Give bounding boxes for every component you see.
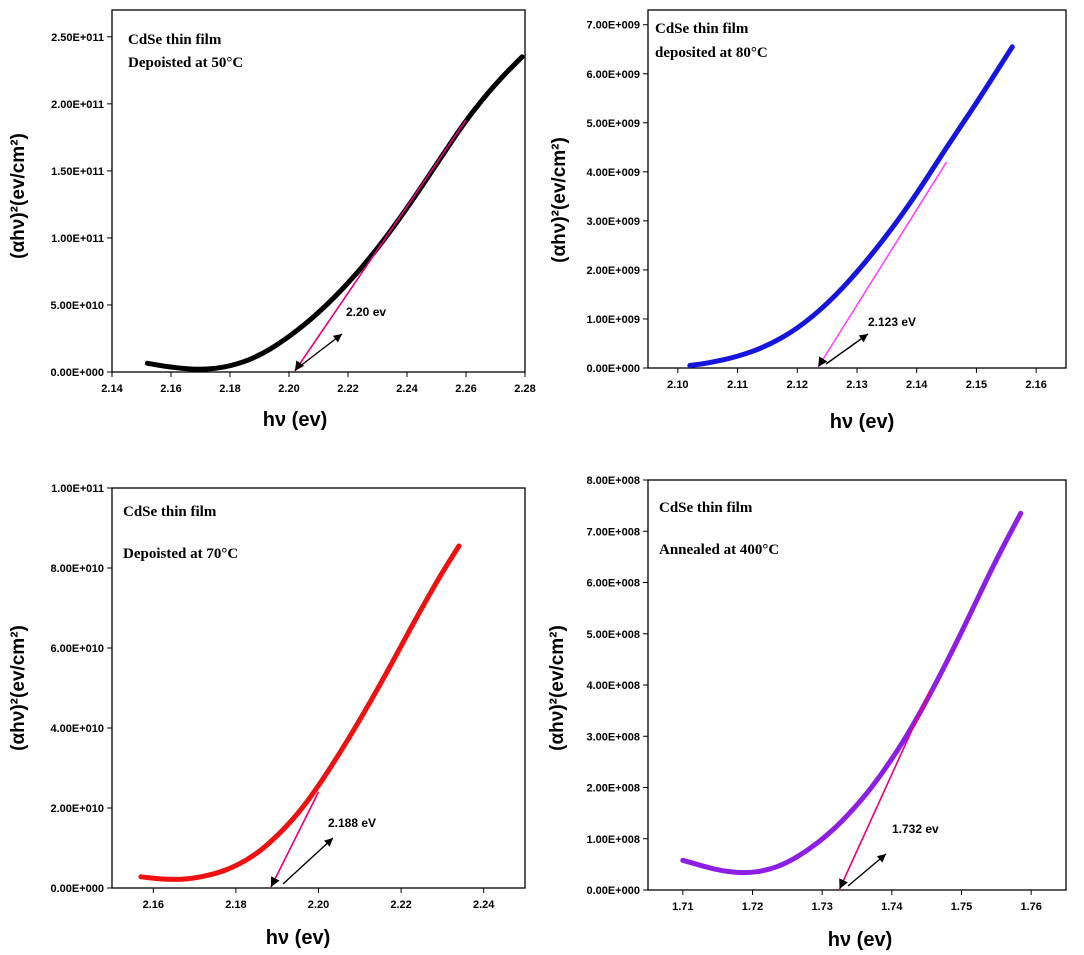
y-tick-label: 0.00E+000	[586, 363, 640, 375]
tangent-fit-line	[294, 119, 467, 372]
y-tick-label: 5.00E+010	[50, 300, 104, 312]
y-tick-label: 1.00E+011	[51, 233, 104, 245]
y-tick-label: 8.00E+010	[50, 563, 104, 575]
y-tick-label: 4.00E+008	[586, 680, 640, 692]
tangent-fit-line	[817, 161, 948, 368]
x-tick-label: 1.74	[881, 901, 903, 913]
y-tick-label: 7.00E+009	[586, 20, 640, 32]
y-tick-label: 1.50E+011	[51, 166, 104, 178]
x-tick-label: 2.26	[455, 383, 476, 395]
band-gap-label: 2.20 ev	[346, 305, 386, 319]
panel-annotation: CdSe thin film	[128, 32, 222, 48]
y-tick-label: 6.00E+008	[586, 578, 640, 590]
tangent-fit-line	[270, 791, 320, 888]
band-gap-label: 2.123 eV	[868, 315, 916, 329]
band-gap-arrow	[825, 333, 869, 365]
panel-annotation: Depoisted at 50°C	[128, 55, 243, 71]
y-tick-label: 6.00E+010	[50, 643, 104, 655]
panel-annotation: CdSe thin film	[655, 21, 749, 37]
panel-annotation: Annealed at 400°C	[659, 542, 779, 558]
x-axis-title: hν (ev)	[828, 929, 892, 951]
tangent-fit-line	[838, 689, 931, 890]
panel-annealed-400c: 1.71 1.72 1.73 1.74 1.75 1.76 0.00E+000 1.00E+0…	[547, 475, 1067, 951]
x-tick-label: 2.28	[514, 383, 535, 395]
data-series-line	[680, 510, 1024, 876]
y-axis-title: (αhν)²(ev/cm²)	[8, 625, 29, 751]
x-tick-label: 2.14	[906, 379, 928, 391]
y-tick-label: 2.00E+010	[50, 803, 104, 815]
y-axis-title: (αhν)²(ev/cm²)	[8, 133, 29, 259]
plot-frame	[111, 9, 526, 373]
y-tick-label: 0.00E+000	[586, 885, 640, 897]
y-tick-label: 4.00E+010	[50, 723, 104, 735]
panel-50c: 2.14 2.16 2.18 2.20 2.22 2.24 2.26 2.28 0.00E+00…	[8, 9, 536, 431]
panel-annotation: deposited at 80°C	[655, 45, 768, 61]
panel-annotation: CdSe thin film	[123, 504, 217, 520]
y-tick-label: 2.00E+009	[586, 265, 640, 277]
y-tick-label: 3.00E+008	[586, 731, 640, 743]
y-tick-label: 5.00E+008	[586, 629, 640, 641]
x-tick-label: 2.16	[143, 899, 164, 911]
x-tick-label: 2.14	[101, 383, 123, 395]
y-tick-label: 5.00E+009	[586, 118, 640, 130]
x-axis-title: hν (ev)	[830, 411, 894, 433]
y-axis-title: (αhν)²(ev/cm²)	[547, 625, 568, 751]
band-gap-arrow	[847, 853, 887, 887]
x-tick-label: 1.71	[672, 901, 693, 913]
y-tick-label: 0.00E+000	[50, 883, 104, 895]
panel-annotation: CdSe thin film	[659, 500, 753, 516]
band-gap-arrow	[294, 333, 343, 371]
x-tick-label: 2.16	[160, 383, 181, 395]
x-axis-title: hν (ev)	[263, 409, 327, 431]
y-tick-label: 8.00E+008	[586, 475, 640, 487]
y-tick-label: 0.00E+000	[50, 367, 104, 379]
panel-80c: 2.10 2.11 2.12 2.13 2.14 2.15 2.16 0.00E+000 1.0…	[549, 9, 1067, 433]
x-tick-label: 2.11	[727, 379, 748, 391]
panel-70c: 2.16 2.18 2.20 2.22 2.24 0.00E+000 2.00E+010 4.…	[8, 483, 526, 949]
x-tick-label: 1.73	[811, 901, 832, 913]
panel-annotation: Depoisted at 70°C	[123, 546, 238, 562]
x-tick-label: 2.20	[308, 899, 329, 911]
band-gap-arrow	[282, 837, 334, 885]
y-tick-label: 1.00E+009	[586, 314, 640, 326]
y-tick-label: 2.00E+008	[586, 783, 640, 795]
y-tick-label: 1.00E+008	[586, 834, 640, 846]
x-tick-label: 1.76	[1020, 901, 1041, 913]
x-tick-label: 2.24	[473, 899, 495, 911]
x-tick-label: 2.16	[1025, 379, 1046, 391]
y-tick-label: 7.00E+008	[586, 526, 640, 538]
x-tick-label: 1.75	[951, 901, 972, 913]
y-tick-label: 6.00E+009	[586, 69, 640, 81]
data-series-line	[144, 54, 525, 372]
y-tick-label: 2.50E+011	[51, 32, 104, 44]
y-tick-label: 4.00E+009	[586, 167, 640, 179]
x-axis-title: hν (ev)	[266, 927, 330, 949]
band-gap-label: 2.188 eV	[328, 816, 376, 830]
x-tick-label: 2.18	[225, 899, 246, 911]
y-tick-label: 3.00E+009	[586, 216, 640, 228]
y-tick-label: 2.00E+011	[51, 99, 104, 111]
x-tick-label: 2.10	[667, 379, 688, 391]
y-tick-label: 1.00E+011	[51, 483, 104, 495]
x-tick-label: 1.72	[742, 901, 763, 913]
x-tick-label: 2.12	[787, 379, 808, 391]
x-tick-label: 2.20	[278, 383, 299, 395]
data-series-line	[138, 543, 462, 882]
x-tick-label: 2.15	[966, 379, 987, 391]
y-axis-title: (αhν)²(ev/cm²)	[549, 137, 570, 263]
x-tick-label: 2.13	[846, 379, 867, 391]
data-series-line	[687, 44, 1015, 368]
x-tick-label: 2.18	[219, 383, 240, 395]
x-tick-label: 2.24	[396, 383, 418, 395]
band-gap-label: 1.732 ev	[892, 822, 939, 836]
x-tick-label: 2.22	[337, 383, 358, 395]
x-tick-label: 2.22	[390, 899, 411, 911]
